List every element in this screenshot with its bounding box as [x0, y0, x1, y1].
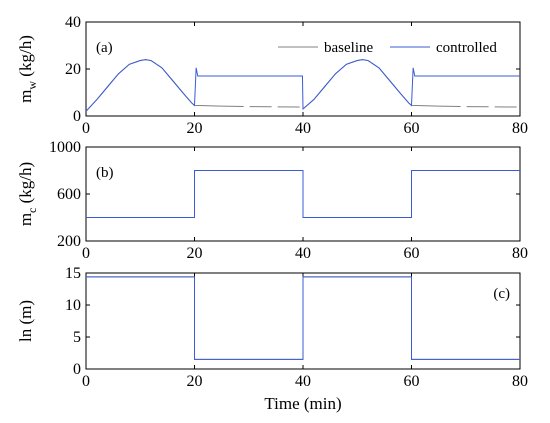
y-tick-label: 40 [65, 14, 81, 31]
chart-panel-3: 0 20 40 60 80 0 5 10 15 ln (m) (c) Time (min) [16, 265, 528, 413]
series-line-baseline [302, 59, 439, 110]
y-tick-label: 0 [73, 108, 81, 125]
chart-panel-1: 0 20 40 60 80 0 20 40 mw (kg/h) (a) baseline contro… [16, 14, 528, 137]
legend: baseline controlled [278, 40, 497, 56]
y-axis-label-unit: (kg/h) [16, 162, 35, 208]
y-axis-label-subscript: w [25, 81, 39, 90]
x-tick-label: 20 [187, 120, 203, 137]
x-tick-label: 0 [82, 120, 90, 137]
chart-panel-2: 0 20 40 60 80 200 600 1000 mc (kg/h) (b) [16, 139, 528, 262]
x-tick-label: 0 [82, 373, 90, 390]
series-line-controlled [85, 59, 520, 112]
y-tick-label: 15 [65, 265, 81, 282]
y-axis-label-unit: (kg/h) [16, 35, 35, 81]
y-axis-label: mw (kg/h) [16, 35, 39, 103]
y-axis-label: ln (m) [16, 300, 35, 342]
x-tick-label: 40 [295, 245, 311, 262]
x-tick-label: 80 [512, 245, 528, 262]
x-tick-label: 40 [295, 373, 311, 390]
y-axis-label-main: m [16, 213, 35, 226]
y-axis-label-main: ln [16, 328, 35, 342]
series-line-controlled [86, 170, 520, 218]
legend-label-baseline: baseline [324, 40, 373, 56]
x-tick-label: 60 [404, 120, 420, 137]
y-tick-label: 10 [65, 297, 81, 314]
x-tick-label: 60 [404, 373, 420, 390]
panel-label: (b) [96, 165, 114, 181]
y-axis-label: mc (kg/h) [16, 162, 39, 226]
x-tick-label: 20 [187, 245, 203, 262]
legend-label-controlled: controlled [436, 40, 497, 56]
panel-label: (c) [493, 286, 510, 302]
series-line-controlled [86, 276, 520, 360]
series-line-baseline [438, 105, 521, 108]
x-tick-label: 0 [82, 245, 90, 262]
series-line-baseline [221, 105, 303, 108]
x-axis-label: Time (min) [264, 394, 341, 413]
y-tick-label: 5 [73, 329, 81, 346]
x-tick-label: 60 [404, 245, 420, 262]
x-tick-label: 80 [512, 373, 528, 390]
x-tick-label: 40 [295, 120, 311, 137]
y-tick-label: 600 [57, 186, 81, 203]
series-line-baseline [85, 59, 222, 112]
panel-label: (a) [96, 40, 113, 56]
y-axis-label-main: m [16, 90, 35, 103]
y-tick-label: 200 [57, 233, 81, 250]
y-tick-label: 0 [73, 361, 81, 378]
x-tick-label: 80 [512, 120, 528, 137]
y-axis-label-subscript: c [25, 208, 39, 213]
y-axis-label-unit: (m) [16, 300, 35, 329]
x-tick-label: 20 [187, 373, 203, 390]
y-tick-label: 20 [65, 61, 81, 78]
y-tick-label: 1000 [49, 139, 81, 156]
